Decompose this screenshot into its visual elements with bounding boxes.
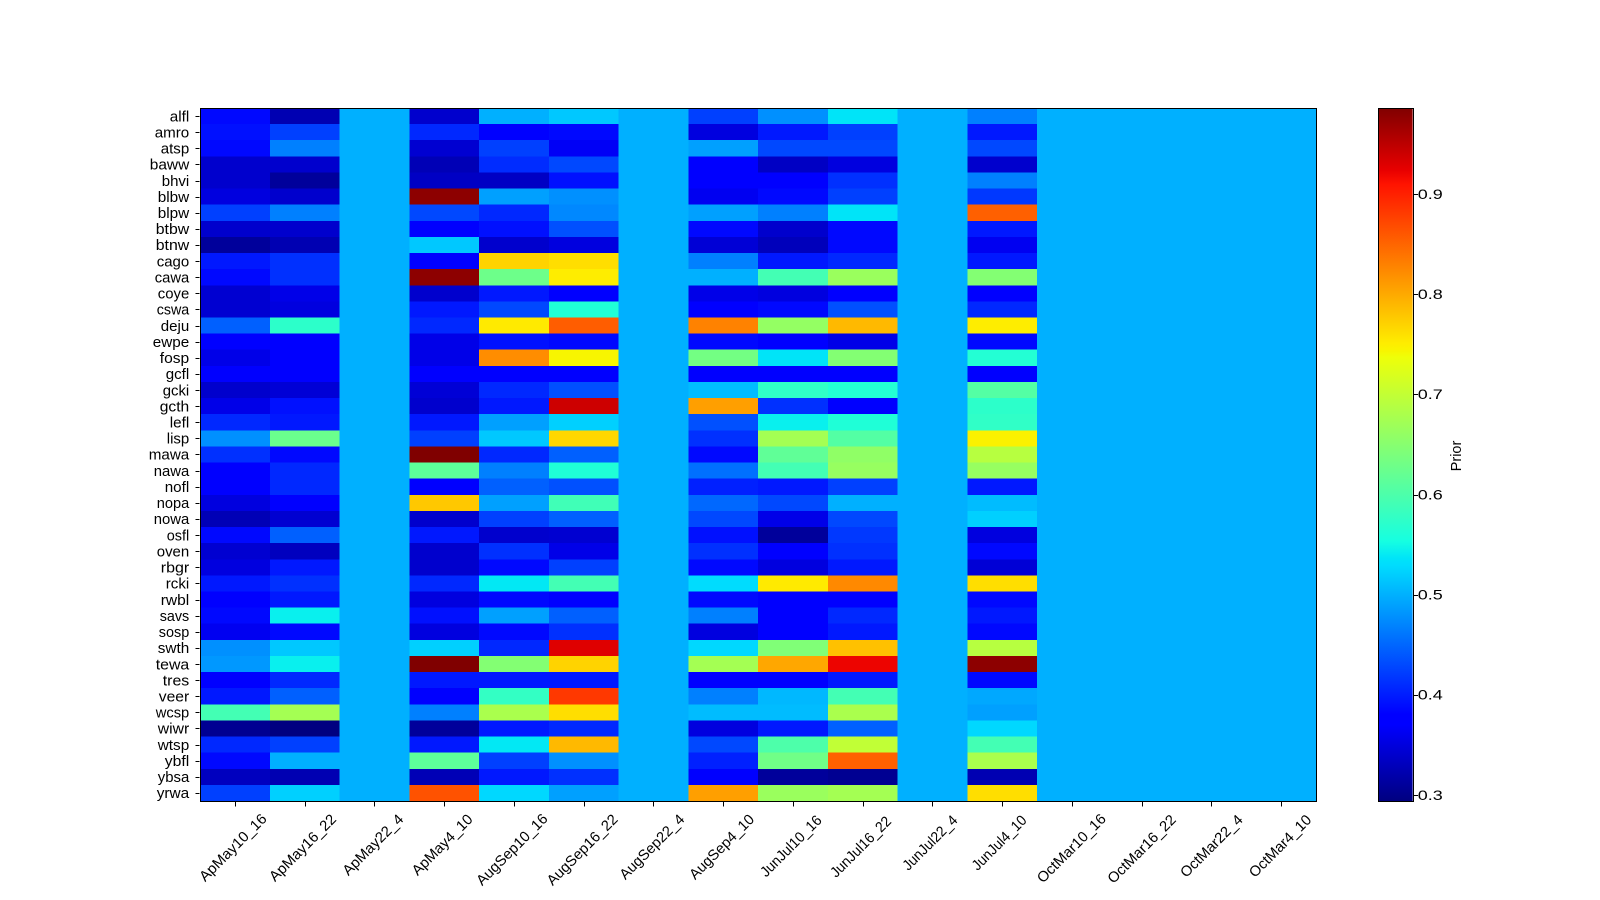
svg-text:cago: cago <box>157 254 190 270</box>
svg-text:rbgr: rbgr <box>161 561 190 577</box>
svg-text:yrwa: yrwa <box>157 786 190 802</box>
svg-text:cswa: cswa <box>157 303 190 319</box>
svg-text:oven: oven <box>157 544 190 560</box>
svg-text:lisp: lisp <box>167 432 190 448</box>
svg-text:gcfl: gcfl <box>166 367 190 383</box>
svg-text:bhvi: bhvi <box>162 174 190 190</box>
svg-text:0.8: 0.8 <box>1418 287 1443 302</box>
svg-text:lefl: lefl <box>170 416 190 432</box>
svg-text:0.3: 0.3 <box>1418 788 1443 803</box>
svg-text:baww: baww <box>150 158 190 174</box>
svg-text:rwbl: rwbl <box>161 593 190 609</box>
svg-text:ewpe: ewpe <box>153 335 190 351</box>
svg-text:swth: swth <box>158 641 190 657</box>
svg-text:btbw: btbw <box>156 222 190 238</box>
svg-text:mawa: mawa <box>149 448 190 464</box>
svg-text:nowa: nowa <box>154 512 190 528</box>
svg-text:blbw: blbw <box>158 190 190 206</box>
svg-text:btnw: btnw <box>156 238 190 254</box>
svg-text:osfl: osfl <box>167 528 190 544</box>
svg-text:nawa: nawa <box>154 464 190 480</box>
svg-text:tewa: tewa <box>156 657 190 673</box>
svg-text:0.9: 0.9 <box>1418 187 1443 202</box>
svg-text:blpw: blpw <box>158 206 190 222</box>
svg-text:Prior: Prior <box>1449 441 1465 472</box>
svg-text:wiwr: wiwr <box>157 722 190 738</box>
svg-text:0.7: 0.7 <box>1418 387 1443 402</box>
svg-text:wcsp: wcsp <box>155 706 190 722</box>
svg-text:tres: tres <box>163 673 190 689</box>
svg-text:atsp: atsp <box>161 142 190 158</box>
svg-text:coye: coye <box>158 287 190 303</box>
svg-text:0.6: 0.6 <box>1418 487 1443 502</box>
svg-text:cawa: cawa <box>155 270 190 286</box>
svg-text:alfl: alfl <box>170 109 190 125</box>
svg-text:gcth: gcth <box>160 399 190 415</box>
svg-text:nopa: nopa <box>157 496 190 512</box>
svg-text:savs: savs <box>160 609 190 625</box>
svg-text:wtsp: wtsp <box>157 738 190 754</box>
svg-text:0.4: 0.4 <box>1418 688 1444 703</box>
svg-text:deju: deju <box>161 319 190 335</box>
svg-text:amro: amro <box>155 125 190 141</box>
svg-text:ybfl: ybfl <box>165 754 190 770</box>
svg-text:ybsa: ybsa <box>158 770 190 786</box>
svg-text:fosp: fosp <box>160 351 190 367</box>
svg-text:nofl: nofl <box>165 480 190 496</box>
svg-text:rcki: rcki <box>166 577 190 593</box>
svg-text:veer: veer <box>159 689 190 705</box>
svg-text:sosp: sosp <box>159 625 190 641</box>
svg-text:gcki: gcki <box>163 383 190 399</box>
svg-text:0.5: 0.5 <box>1418 588 1443 603</box>
